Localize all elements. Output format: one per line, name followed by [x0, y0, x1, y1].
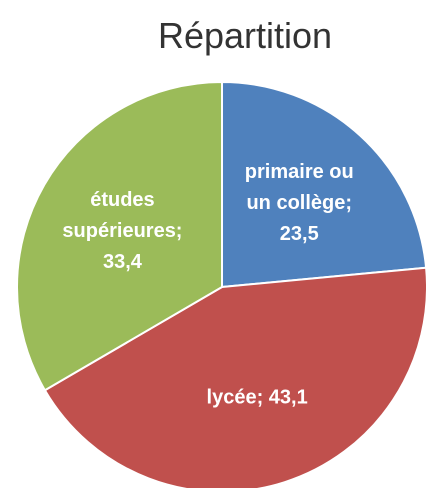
data-label-line: 33,4 — [103, 251, 143, 273]
data-label-line: études — [90, 189, 154, 211]
data-label: études supérieures; 33,4 — [62, 189, 182, 273]
data-label-line: lycée; 43,1 — [207, 386, 308, 408]
pie-slice — [221, 80, 426, 289]
data-label: lycée; 43,1 — [207, 386, 308, 408]
chart-title: Répartition — [158, 15, 332, 56]
pie-slice — [16, 80, 223, 392]
pie-slice — [43, 266, 426, 488]
data-label-line: un collège; — [246, 192, 352, 214]
data-label: primaire ou un collège; 23,5 — [245, 161, 354, 245]
data-label-line: 23,5 — [280, 223, 319, 245]
data-label-line: primaire ou — [245, 161, 354, 183]
data-label-line: supérieures; — [62, 220, 182, 242]
